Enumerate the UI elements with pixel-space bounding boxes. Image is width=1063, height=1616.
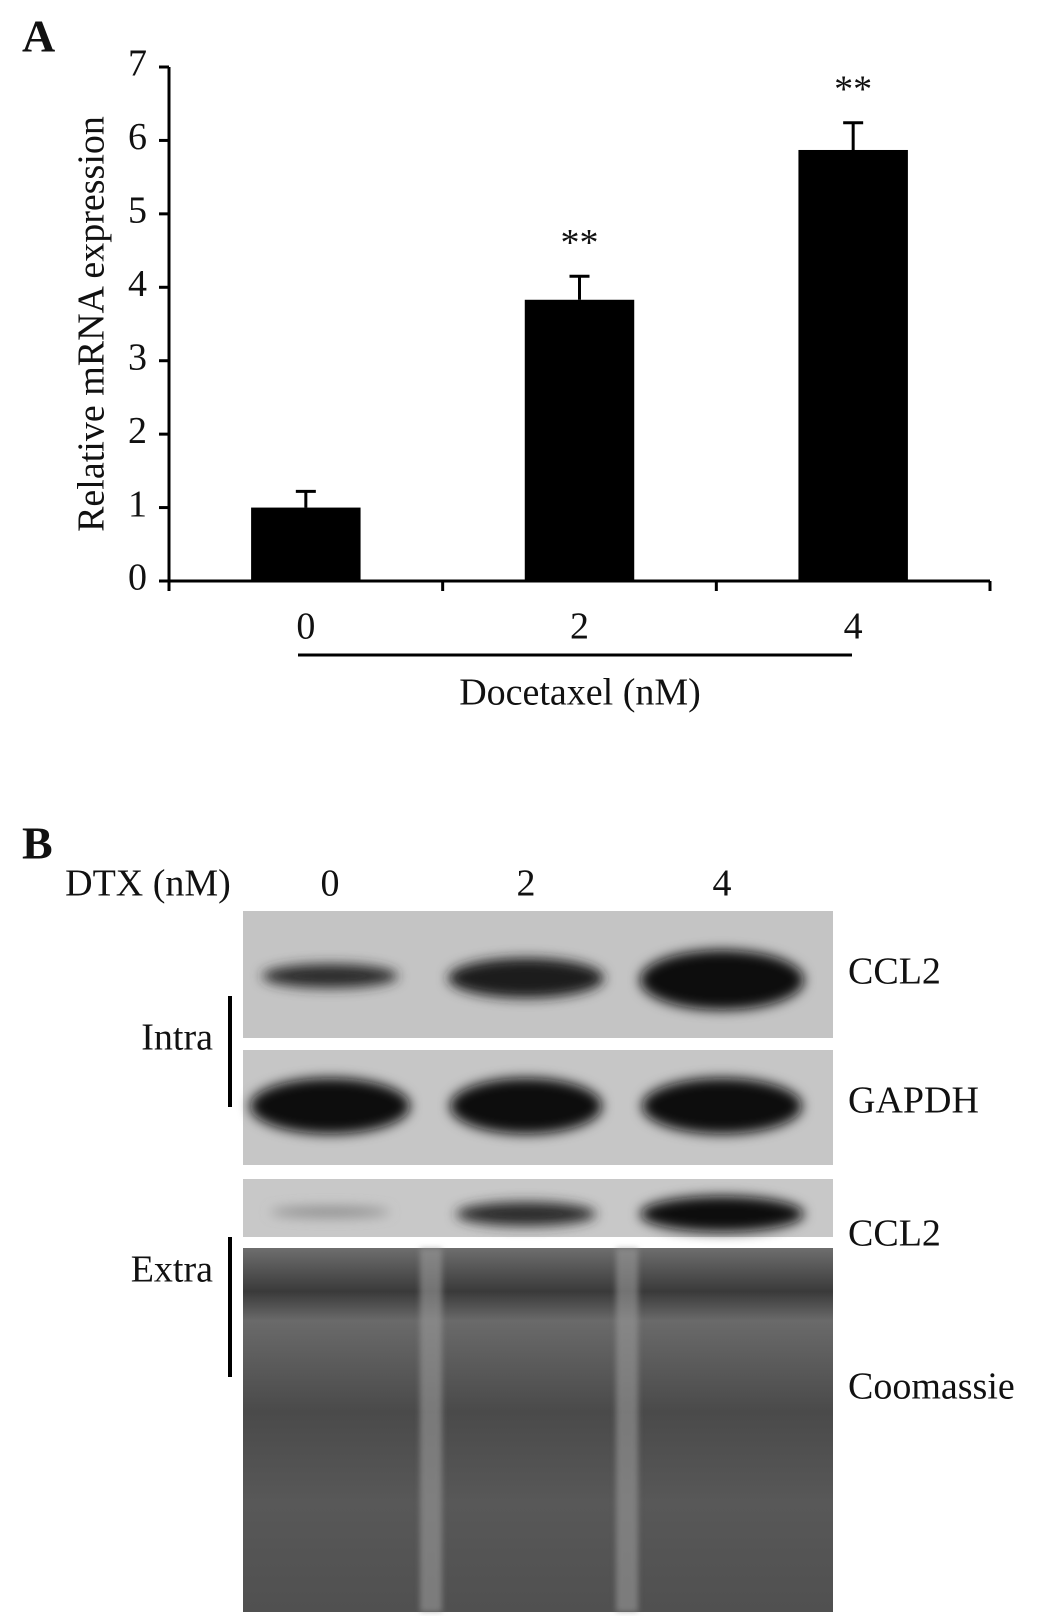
lane-label: 2 [517,863,536,905]
y-axis-label: Relative mRNA expression [71,116,113,532]
x-tick-label: 0 [296,606,315,648]
row-label: CCL2 [848,951,941,993]
panel-label: A [22,11,55,62]
lane-label: 0 [321,863,340,905]
y-tick-label: 6 [128,116,147,158]
y-tick-label: 1 [128,483,147,525]
blot-header: DTX (nM) [65,863,231,905]
row-label: GAPDH [848,1080,979,1122]
error-bar [295,489,316,508]
y-tick-label: 3 [128,336,147,378]
bar [251,507,361,581]
lane-gaps [420,1248,638,1612]
bands [250,950,804,1232]
y-tick-label: 7 [128,43,147,85]
bar [524,299,635,581]
error-bar [843,121,864,150]
row-label: Coomassie [848,1366,1015,1408]
x-tick-label: 2 [570,606,589,648]
row-label: CCL2 [848,1213,941,1255]
error-bar [569,274,590,300]
x-tick-label: 4 [844,606,863,648]
bar [798,149,908,581]
y-tick-label: 4 [128,263,147,305]
x-axis-label: Docetaxel (nM) [459,672,701,714]
significance-label: ** [834,69,872,111]
y-tick-label: 0 [128,557,147,599]
y-tick-label: 2 [128,410,147,452]
group-label: Extra [131,1249,213,1291]
blot-strip [243,1248,833,1612]
panel-label: B [22,818,53,869]
significance-label: ** [561,222,599,264]
y-tick-label: 5 [128,190,147,232]
lane-label: 4 [713,863,732,905]
group-label: Intra [141,1017,213,1059]
